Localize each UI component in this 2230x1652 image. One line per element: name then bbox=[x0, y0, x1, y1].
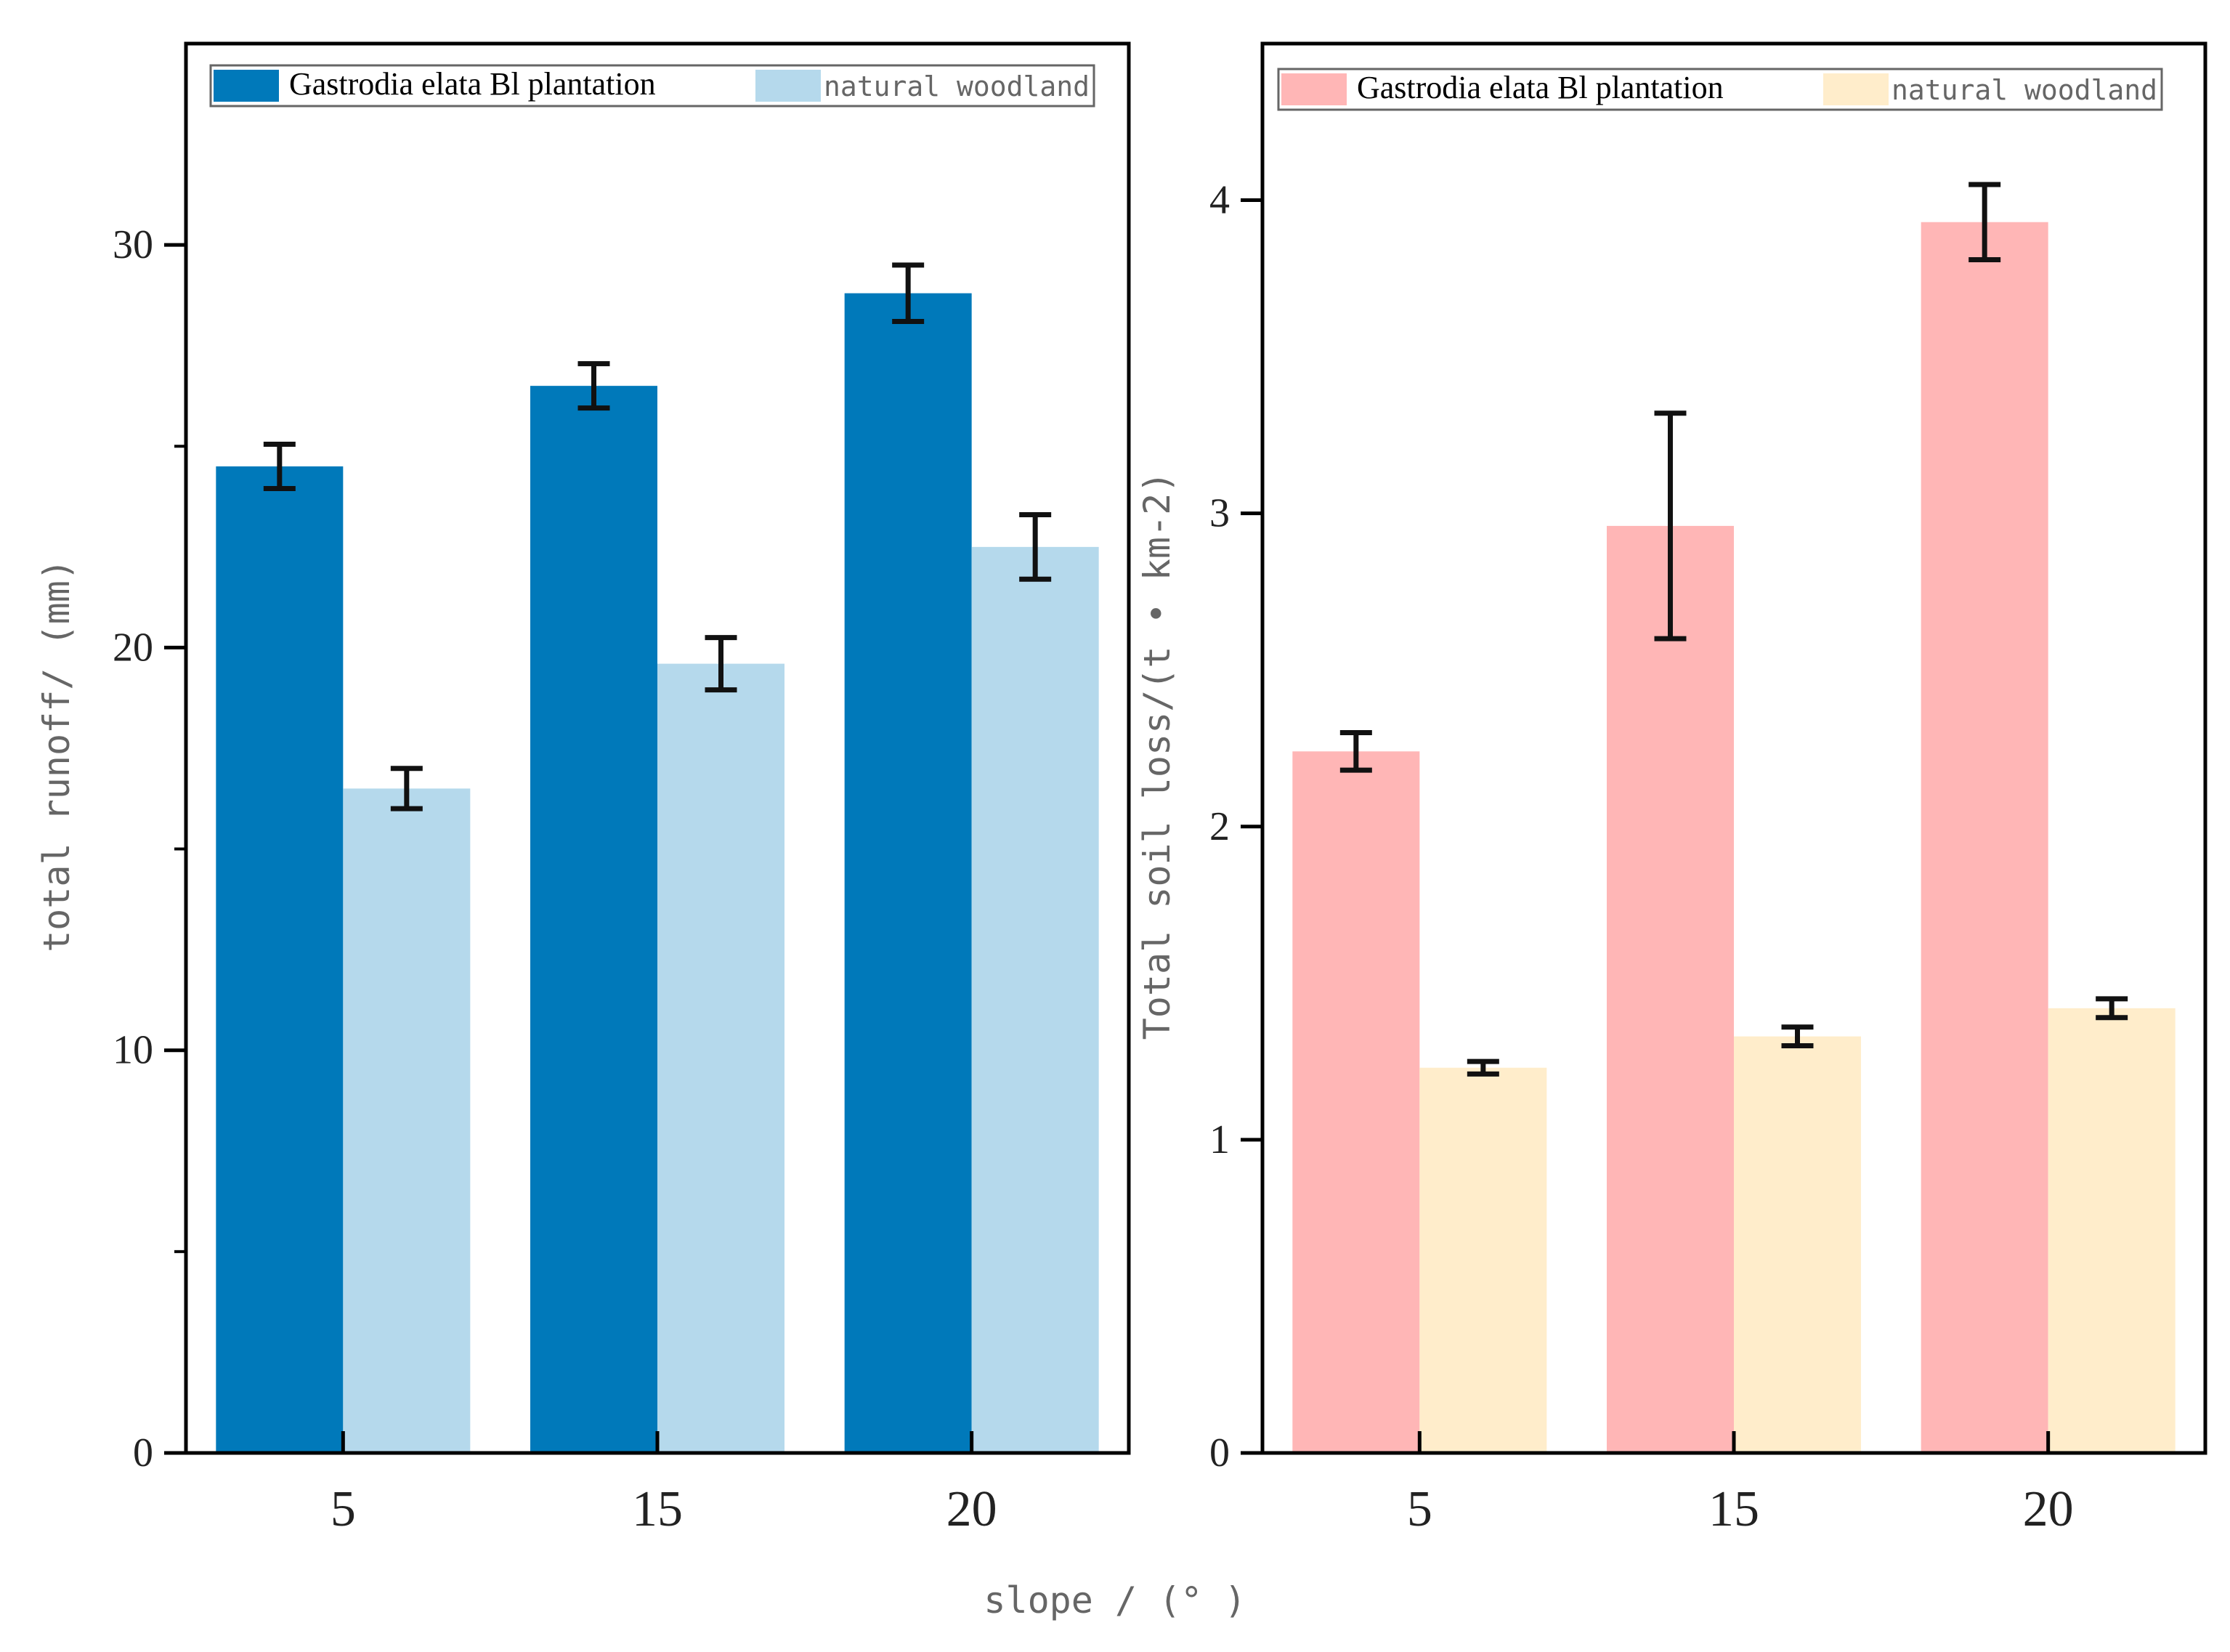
legend-swatch-plantation bbox=[214, 70, 279, 102]
bar-woodland-slope-20 bbox=[2048, 1008, 2176, 1453]
bar-woodland-slope-20 bbox=[971, 546, 1099, 1453]
y-tick-label: 0 bbox=[1209, 1430, 1230, 1475]
bar-woodland-slope-5 bbox=[1419, 1067, 1547, 1453]
legend-swatch-woodland bbox=[1823, 73, 1889, 105]
error-bar-woodland-slope-5 bbox=[1467, 1058, 1499, 1077]
legend-swatch-woodland bbox=[755, 70, 821, 102]
legend-label-plantation: Gastrodia elata Bl plantation bbox=[1357, 70, 1724, 105]
x-tick-label: 15 bbox=[632, 1481, 683, 1537]
bar-plantation-slope-5 bbox=[1292, 751, 1420, 1453]
legend-swatch-plantation bbox=[1281, 73, 1347, 105]
legend-label-woodland: natural woodland bbox=[1892, 74, 2157, 106]
x-tick-label: 5 bbox=[331, 1481, 356, 1537]
error-bar-plantation-slope-5 bbox=[1339, 729, 1372, 773]
x-axis-label: slope / (° ) bbox=[984, 1579, 1246, 1621]
y-tick-label: 4 bbox=[1209, 178, 1230, 223]
bar-woodland-slope-5 bbox=[343, 788, 471, 1453]
error-bar-woodland-slope-20 bbox=[2096, 996, 2128, 1021]
y-axis-label: Total soil loss/(t • km-2) bbox=[1136, 471, 1178, 1040]
error-bar-plantation-slope-5 bbox=[263, 442, 296, 491]
legend-label-plantation: Gastrodia elata Bl plantation bbox=[289, 66, 656, 102]
legend-box bbox=[209, 64, 1095, 108]
bar-plantation-slope-5 bbox=[216, 466, 344, 1453]
legend-label-woodland: natural woodland bbox=[824, 70, 1090, 102]
bar-woodland-slope-15 bbox=[1734, 1036, 1861, 1453]
y-tick-label: 10 bbox=[113, 1028, 153, 1073]
legend: Gastrodia elata Bl plantation natural woo… bbox=[209, 64, 1095, 108]
soil-loss-chart: 0 1 2 3 4 5 15 20 Total soil loss/(t • km-2) Gast… bbox=[1136, 41, 2207, 1537]
bar-plantation-slope-15 bbox=[1607, 525, 1734, 1453]
y-tick-label: 20 bbox=[113, 625, 153, 670]
error-bar-woodland-slope-15 bbox=[705, 635, 737, 693]
bar-plantation-slope-20 bbox=[844, 293, 972, 1454]
error-bar-plantation-slope-20 bbox=[1969, 182, 2001, 262]
bar-plantation-slope-20 bbox=[1921, 222, 2048, 1453]
y-tick-label: 1 bbox=[1209, 1117, 1230, 1162]
error-bar-plantation-slope-20 bbox=[892, 262, 925, 324]
legend: Gastrodia elata Bl plantation natural woo… bbox=[1277, 68, 2163, 111]
y-tick-label: 2 bbox=[1209, 804, 1230, 849]
legend-box bbox=[1277, 68, 2163, 111]
y-axis-label: total runoff/ (mm) bbox=[36, 559, 78, 952]
runoff-chart: 0 10 20 30 5 15 20 total runoff/ (mm) Gastrodia … bbox=[36, 41, 1131, 1537]
error-bar-woodland-slope-20 bbox=[1019, 512, 1052, 582]
x-tick-label: 15 bbox=[1708, 1481, 1759, 1537]
error-bar-woodland-slope-15 bbox=[1781, 1024, 1814, 1049]
x-tick-label: 20 bbox=[946, 1481, 997, 1537]
bar-plantation-slope-15 bbox=[530, 386, 657, 1454]
x-tick-label: 20 bbox=[2023, 1481, 2074, 1537]
y-tick-label: 0 bbox=[133, 1430, 153, 1475]
error-bar-plantation-slope-15 bbox=[577, 361, 610, 411]
y-tick-label: 3 bbox=[1209, 491, 1230, 536]
bar-woodland-slope-15 bbox=[657, 663, 784, 1453]
x-tick-label: 5 bbox=[1407, 1481, 1432, 1537]
error-bar-plantation-slope-15 bbox=[1654, 410, 1687, 641]
error-bar-woodland-slope-5 bbox=[390, 766, 423, 811]
y-tick-label: 30 bbox=[113, 222, 153, 267]
